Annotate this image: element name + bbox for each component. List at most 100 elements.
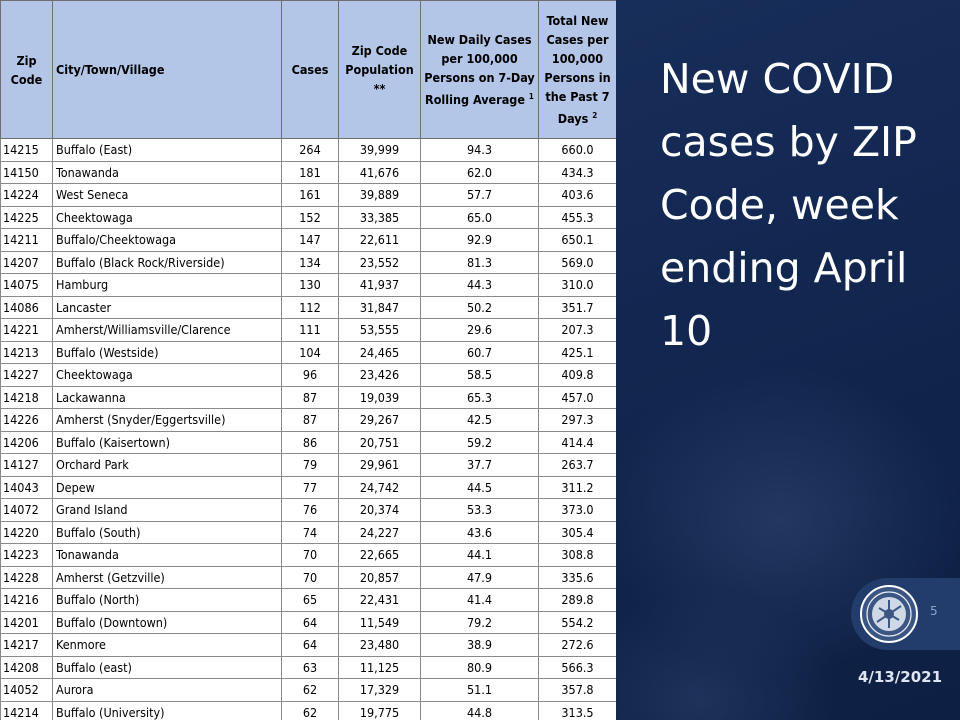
header-cases: Cases — [281, 0, 339, 139]
header-total-footnote: 2 — [592, 111, 598, 120]
total-rate-cell: 457.0 — [538, 385, 616, 409]
population-cell: 41,937 — [338, 273, 421, 297]
total-rate-cell: 357.8 — [538, 678, 616, 702]
table-row: 14127 Orchard Park 79 29,961 37.7 263.7 — [0, 453, 616, 477]
cases-cell: 96 — [281, 363, 339, 387]
city-cell: Amherst/Williamsville/Clarence — [52, 318, 282, 342]
zip-cell: 14224 — [0, 183, 53, 207]
zip-cell: 14220 — [0, 520, 53, 544]
cases-cell: 64 — [281, 610, 339, 634]
zip-cell: 14218 — [0, 385, 53, 409]
population-cell: 22,431 — [338, 588, 421, 612]
zip-cell: 14207 — [0, 250, 53, 274]
zip-cell: 14206 — [0, 430, 53, 454]
city-cell: Grand Island — [52, 498, 282, 522]
cases-cell: 63 — [281, 655, 339, 679]
table-row: 14213 Buffalo (Westside) 104 24,465 60.7 425.… — [0, 340, 616, 364]
city-cell: Buffalo (Kaisertown) — [52, 430, 282, 454]
city-cell: Lackawanna — [52, 385, 282, 409]
table-row: 14220 Buffalo (South) 74 24,227 43.6 305.4 — [0, 520, 616, 544]
cases-cell: 264 — [281, 138, 339, 162]
total-rate-cell: 403.6 — [538, 183, 616, 207]
zip-cell: 14208 — [0, 655, 53, 679]
table-row: 14228 Amherst (Getzville) 70 20,857 47.9 335.… — [0, 565, 616, 589]
city-cell: Buffalo (South) — [52, 520, 282, 544]
city-cell: Buffalo/Cheektowaga — [52, 228, 282, 252]
header-zip-code: Zip Code — [0, 0, 53, 139]
total-rate-cell: 351.7 — [538, 295, 616, 319]
city-cell: Buffalo (Westside) — [52, 340, 282, 364]
population-cell: 22,611 — [338, 228, 421, 252]
zip-cell: 14225 — [0, 205, 53, 229]
slide-title: New COVID cases by ZIP Code, week ending… — [660, 55, 917, 355]
city-cell: Buffalo (east) — [52, 655, 282, 679]
city-cell: West Seneca — [52, 183, 282, 207]
city-cell: Buffalo (Downtown) — [52, 610, 282, 634]
cases-cell: 79 — [281, 453, 339, 477]
daily-rate-cell: 29.6 — [420, 318, 539, 342]
table-row: 14072 Grand Island 76 20,374 53.3 373.0 — [0, 498, 616, 522]
table-row: 14211 Buffalo/Cheektowaga 147 22,611 92.9 650… — [0, 228, 616, 252]
daily-rate-cell: 37.7 — [420, 453, 539, 477]
city-cell: Buffalo (North) — [52, 588, 282, 612]
total-rate-cell: 308.8 — [538, 543, 616, 567]
table-row: 14223 Tonawanda 70 22,665 44.1 308.8 — [0, 543, 616, 567]
daily-rate-cell: 44.8 — [420, 700, 539, 720]
population-cell: 17,329 — [338, 678, 421, 702]
daily-rate-cell: 58.5 — [420, 363, 539, 387]
table-row: 14207 Buffalo (Black Rock/Riverside) 134 23… — [0, 250, 616, 274]
zip-cell: 14213 — [0, 340, 53, 364]
cases-cell: 64 — [281, 633, 339, 657]
zip-cell: 14215 — [0, 138, 53, 162]
zip-cell: 14072 — [0, 498, 53, 522]
table-row: 14218 Lackawanna 87 19,039 65.3 457.0 — [0, 385, 616, 409]
cases-cell: 104 — [281, 340, 339, 364]
daily-rate-cell: 65.0 — [420, 205, 539, 229]
table-row: 14216 Buffalo (North) 65 22,431 41.4 289.8 — [0, 588, 616, 612]
cases-cell: 70 — [281, 565, 339, 589]
population-cell: 24,465 — [338, 340, 421, 364]
table-row: 14206 Buffalo (Kaisertown) 86 20,751 59.2 414… — [0, 430, 616, 454]
cases-cell: 134 — [281, 250, 339, 274]
daily-rate-cell: 81.3 — [420, 250, 539, 274]
city-cell: Tonawanda — [52, 543, 282, 567]
cases-cell: 86 — [281, 430, 339, 454]
cases-cell: 76 — [281, 498, 339, 522]
table-row: 14086 Lancaster 112 31,847 50.2 351.7 — [0, 295, 616, 319]
city-cell: Cheektowaga — [52, 363, 282, 387]
total-rate-cell: 297.3 — [538, 408, 616, 432]
city-cell: Lancaster — [52, 295, 282, 319]
population-cell: 20,751 — [338, 430, 421, 454]
population-cell: 24,742 — [338, 475, 421, 499]
population-cell: 41,676 — [338, 160, 421, 184]
page-number: 5 — [930, 604, 938, 618]
table-row: 14217 Kenmore 64 23,480 38.9 272.6 — [0, 633, 616, 657]
city-cell: Kenmore — [52, 633, 282, 657]
population-cell: 23,552 — [338, 250, 421, 274]
zip-cell: 14216 — [0, 588, 53, 612]
table-row: 14224 West Seneca 161 39,889 57.7 403.6 — [0, 183, 616, 207]
zip-cell: 14043 — [0, 475, 53, 499]
header-city: City/Town/Village — [52, 0, 282, 139]
table-row: 14226 Amherst (Snyder/Eggertsville) 87 29,2… — [0, 408, 616, 432]
table-row: 14075 Hamburg 130 41,937 44.3 310.0 — [0, 273, 616, 297]
total-rate-cell: 434.3 — [538, 160, 616, 184]
table-row: 14225 Cheektowaga 152 33,385 65.0 455.3 — [0, 205, 616, 229]
cases-cell: 77 — [281, 475, 339, 499]
header-total-label: Total New Cases per 100,000 Persons in t… — [544, 13, 611, 126]
total-rate-cell: 310.0 — [538, 273, 616, 297]
zip-cell: 14075 — [0, 273, 53, 297]
daily-rate-cell: 47.9 — [420, 565, 539, 589]
daily-rate-cell: 92.9 — [420, 228, 539, 252]
total-rate-cell: 311.2 — [538, 475, 616, 499]
cases-cell: 181 — [281, 160, 339, 184]
daily-rate-cell: 51.1 — [420, 678, 539, 702]
header-population: Zip Code Population ** — [338, 0, 421, 139]
total-rate-cell: 569.0 — [538, 250, 616, 274]
zip-cell: 14223 — [0, 543, 53, 567]
table-row: 14215 Buffalo (East) 264 39,999 94.3 660.0 — [0, 138, 616, 162]
total-rate-cell: 660.0 — [538, 138, 616, 162]
header-daily-cases: New Daily Cases per 100,000 Persons on 7… — [420, 0, 539, 139]
city-cell: Hamburg — [52, 273, 282, 297]
zip-cell: 14086 — [0, 295, 53, 319]
